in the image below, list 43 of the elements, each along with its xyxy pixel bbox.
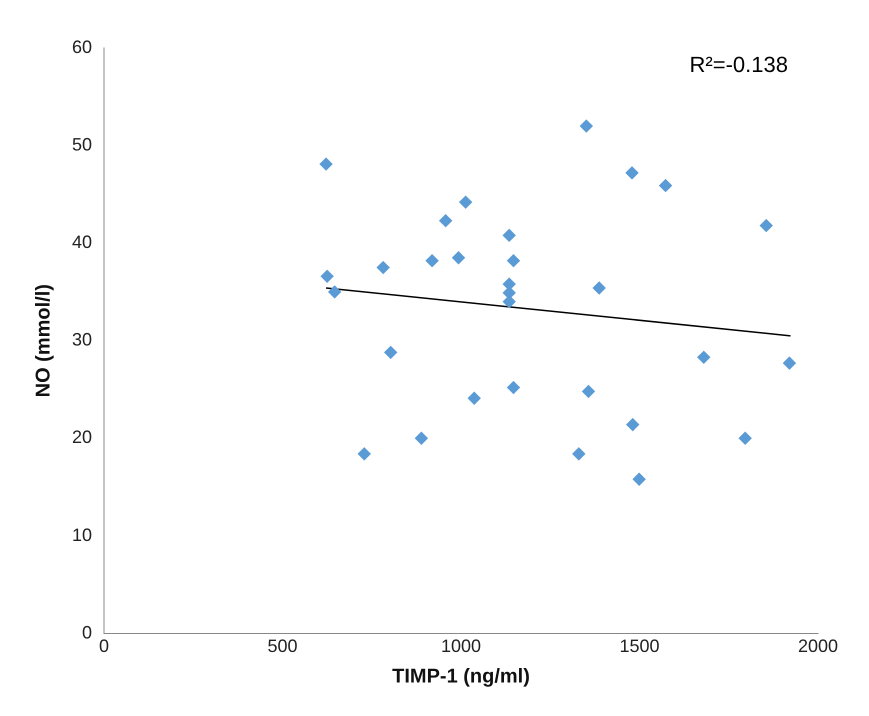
x-axis-title: TIMP-1 (ng/ml) <box>392 666 530 688</box>
point <box>632 472 646 486</box>
point <box>452 251 466 264</box>
point <box>439 214 452 228</box>
x-tick-label: 0 <box>99 636 110 656</box>
y-tick-label: 10 <box>72 524 92 545</box>
point <box>580 120 593 133</box>
point <box>506 254 520 268</box>
x-tick-label: 1500 <box>619 636 660 656</box>
y-axis-title: NO (mmol/l) <box>32 284 55 398</box>
point <box>384 346 398 359</box>
point <box>572 447 586 460</box>
point <box>697 350 710 364</box>
point <box>582 384 595 398</box>
point <box>414 432 428 445</box>
point <box>320 158 333 171</box>
point <box>502 228 516 242</box>
point <box>502 295 516 308</box>
point <box>468 392 481 405</box>
y-tick-label: 40 <box>72 232 92 252</box>
point <box>659 179 672 192</box>
point <box>320 270 334 283</box>
x-tick-label: 500 <box>267 636 298 656</box>
point <box>592 282 606 295</box>
point <box>626 166 639 180</box>
point <box>506 381 520 394</box>
y-tick-label: 30 <box>72 330 92 350</box>
point <box>782 356 796 370</box>
point <box>358 447 371 460</box>
annotation: R²=-0.138 <box>690 52 788 77</box>
y-tick-label: 50 <box>72 134 92 155</box>
y-tick-label: 0 <box>82 622 92 642</box>
point <box>426 254 439 268</box>
point <box>626 418 640 432</box>
point <box>459 196 472 209</box>
y-tick-label: 20 <box>72 427 92 448</box>
point <box>738 432 752 445</box>
x-tick-label: 1000 <box>440 636 482 656</box>
point <box>376 261 390 274</box>
point <box>328 285 342 298</box>
x-tick-label: 2000 <box>798 636 838 656</box>
y-tick-label: 60 <box>72 36 92 57</box>
point <box>760 219 773 232</box>
